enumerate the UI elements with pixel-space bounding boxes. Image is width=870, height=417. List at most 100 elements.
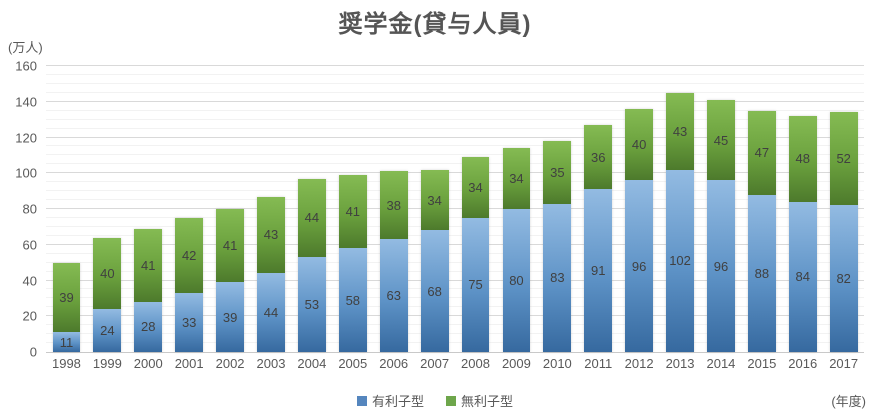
stacked-bar: 41 39 (216, 209, 244, 352)
gridline-minor (46, 145, 864, 147)
stacked-bar: 41 28 (134, 228, 163, 352)
bar-segment-interest-free: 38 (379, 171, 408, 240)
x-axis-tick-label: 2000 (133, 356, 163, 371)
bar-segment-interest-bearing: 11 (52, 332, 81, 352)
gridline-major (46, 243, 864, 245)
y-axis-tick-label: 140 (15, 94, 37, 110)
y-axis-tick-label: 160 (15, 58, 37, 74)
bar-column: 41 28 (128, 66, 169, 352)
bar-segment-interest-bearing: 28 (134, 301, 163, 352)
y-axis-tick-label: 40 (22, 273, 37, 288)
bar-segment-interest-bearing: 58 (338, 248, 367, 352)
bar-segment-interest-free: 47 (747, 110, 776, 195)
gridline-major (46, 136, 864, 138)
bar-segment-interest-free: 41 (338, 175, 367, 249)
bar-column: 44 53 (291, 66, 332, 352)
bar-segment-interest-free: 43 (666, 92, 694, 170)
gridline-minor (46, 118, 864, 120)
bar-column: 40 96 (619, 66, 660, 352)
x-axis-tick-label: 2008 (461, 356, 490, 371)
gridline-major (46, 315, 864, 317)
bar-segment-interest-free: 41 (216, 209, 244, 283)
bar-segment-interest-bearing: 82 (829, 205, 858, 352)
stacked-bar: 34 80 (502, 148, 531, 352)
plot-area: 39 11 40 24 41 28 42 33 41 39 43 44 44 53 41 58 38 63 34 68… (46, 65, 864, 353)
stacked-bar: 52 82 (829, 112, 858, 352)
legend-item: 無利子型 (446, 391, 513, 410)
y-axis-tick-labels: 0 20 40 60 80 100 120 140 160 (0, 59, 40, 360)
gridline-minor (46, 91, 864, 93)
stacked-bar: 48 84 (788, 116, 817, 352)
bar-column: 38 63 (373, 66, 414, 352)
bar-segment-interest-free: 34 (502, 148, 531, 209)
bar-segment-interest-free: 41 (134, 228, 163, 302)
gridline-minor (46, 234, 864, 236)
x-axis-tick-label: 2007 (420, 356, 450, 371)
bar-segment-interest-bearing: 33 (175, 293, 204, 352)
stacked-bar: 44 53 (297, 178, 326, 352)
bar-column: 41 39 (210, 66, 251, 352)
bar-column: 43 102 (660, 66, 701, 352)
x-axis-tick-labels: 1998 1999 2000 2001 2002 2003 2004 2005 2006 2007… (46, 356, 864, 371)
y-axis-tick-label: 80 (22, 201, 37, 217)
bar-segment-interest-free: 45 (707, 99, 735, 181)
legend-swatch-icon (446, 395, 456, 406)
bar-column: 35 83 (537, 66, 578, 352)
x-axis-tick-label: 2006 (379, 356, 409, 371)
gridline-minor (46, 288, 864, 290)
gridline-minor (46, 73, 864, 75)
stacked-bar: 40 96 (625, 108, 654, 352)
bar-segment-interest-bearing: 83 (543, 203, 572, 352)
stacked-bar: 40 24 (93, 237, 122, 352)
bar-segment-interest-bearing: 24 (93, 309, 122, 352)
x-axis-tick-label: 2014 (706, 356, 736, 371)
bar-segment-interest-free: 34 (420, 169, 449, 231)
bar-column: 34 80 (496, 66, 537, 352)
bar-segment-interest-bearing: 88 (747, 194, 776, 352)
bar-segment-interest-free: 35 (543, 141, 572, 204)
x-axis-tick-label: 2004 (297, 356, 327, 371)
bar-column: 42 33 (169, 66, 210, 352)
bar-segment-interest-free: 42 (175, 217, 204, 294)
bar-segment-interest-bearing: 75 (461, 217, 490, 352)
gridline-major (46, 65, 864, 66)
x-axis-tick-label: 2001 (174, 356, 204, 371)
bar-column: 39 11 (46, 66, 87, 352)
bar-segment-interest-bearing: 102 (666, 169, 694, 352)
stacked-bar: 39 11 (52, 262, 81, 352)
gridline-major (46, 279, 864, 281)
y-axis-tick-label: 100 (15, 165, 37, 181)
bar-column: 40 24 (87, 66, 128, 352)
gridline-minor (46, 261, 864, 263)
gridline-minor (46, 199, 864, 201)
gridline-major (46, 100, 864, 102)
x-axis-tick-label: 2013 (665, 356, 695, 371)
y-axis-tick-label: 20 (22, 308, 37, 324)
x-axis-tick-label: 2015 (747, 356, 777, 371)
x-axis-tick-label: 2016 (788, 356, 818, 371)
legend: 有利子型 無利子型 (0, 391, 870, 410)
bar-segment-interest-bearing: 39 (216, 282, 244, 352)
gridline-major (46, 208, 864, 209)
x-axis-tick-label: 1999 (92, 356, 122, 371)
bar-column: 34 75 (455, 66, 496, 352)
bar-segment-interest-free: 36 (584, 125, 613, 190)
stacked-bar: 45 96 (707, 99, 735, 352)
x-axis-tick-label: 2009 (501, 356, 531, 371)
gridline-minor (46, 342, 864, 344)
stacked-bar: 35 83 (543, 141, 572, 352)
x-axis-tick-label: 2012 (624, 356, 654, 371)
legend-label: 有利子型 (371, 394, 424, 409)
bar-column: 45 96 (701, 66, 742, 352)
bar-segment-interest-bearing: 53 (297, 257, 326, 352)
gridline-minor (46, 190, 864, 192)
bar-segment-interest-free: 40 (93, 237, 122, 310)
bar-segment-interest-free: 44 (297, 178, 326, 258)
x-axis-tick-label: 2002 (215, 356, 245, 371)
gridline-minor (46, 297, 864, 299)
stacked-bar: 34 68 (420, 169, 449, 352)
bar-segment-interest-free: 52 (829, 112, 858, 206)
bar-segment-interest-bearing: 84 (788, 201, 817, 352)
bar-segment-interest-free: 48 (788, 116, 817, 202)
x-axis-tick-label: 2005 (338, 356, 368, 371)
